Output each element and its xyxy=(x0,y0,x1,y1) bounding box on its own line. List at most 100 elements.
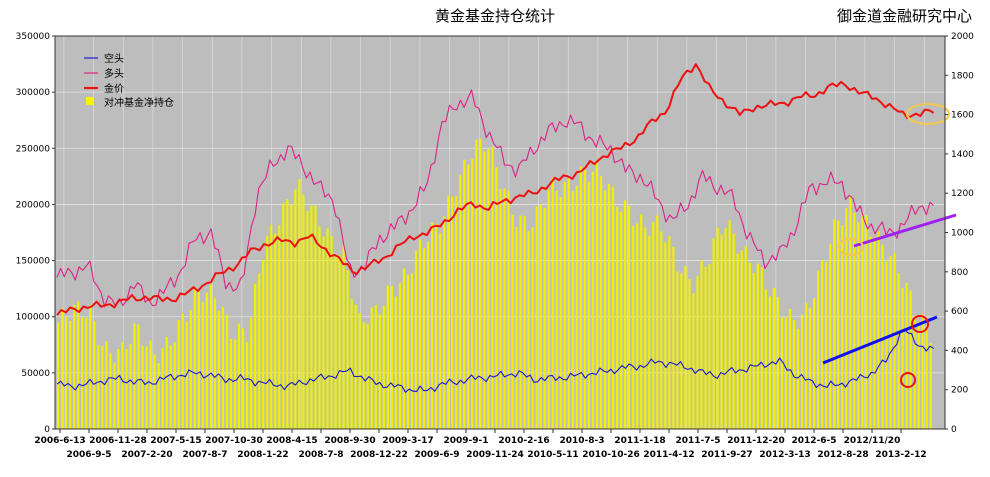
net-position-bar xyxy=(628,206,631,429)
short-position-marker-upper xyxy=(911,315,929,333)
net-position-bar xyxy=(652,222,655,429)
net-position-bar xyxy=(378,314,381,429)
legend-label-net-position: 对冲基金净持仓 xyxy=(104,96,174,109)
long-position-line xyxy=(56,89,934,308)
net-position-bar xyxy=(732,233,735,429)
x-tick-label: 2010-5-11 xyxy=(527,450,578,460)
net-position-bar xyxy=(201,302,204,429)
net-position-bar xyxy=(579,166,582,429)
net-position-bar xyxy=(266,235,269,429)
y-left-tick-label: 300000 xyxy=(16,88,51,98)
net-position-bar xyxy=(471,158,474,429)
net-position-bar xyxy=(77,301,80,429)
net-position-bar xyxy=(591,171,595,429)
net-position-bar xyxy=(109,353,112,429)
net-position-bar xyxy=(660,231,663,429)
net-position-bar xyxy=(720,234,723,429)
net-position-bar xyxy=(451,196,454,429)
short-position-line xyxy=(56,328,934,393)
net-position-bar xyxy=(567,178,570,429)
net-position-bar xyxy=(833,219,836,429)
net-position-bar xyxy=(611,187,615,429)
net-position-bar xyxy=(619,211,623,429)
net-position-bar xyxy=(688,279,691,429)
net-position-bar xyxy=(756,263,759,429)
net-position-bar xyxy=(555,190,558,429)
net-position-bar xyxy=(539,204,542,429)
net-position-bar xyxy=(877,231,880,429)
net-position-bar xyxy=(177,320,180,429)
net-position-bar xyxy=(881,244,884,429)
net-position-bar xyxy=(414,250,418,429)
net-position-bar xyxy=(85,317,88,429)
net-position-bar xyxy=(768,296,771,429)
short-position-marker-lower xyxy=(900,372,916,388)
net-position-bar xyxy=(913,315,916,429)
net-position-bar xyxy=(250,317,253,429)
chart-title: 黄金基金持仓统计 xyxy=(435,7,555,25)
net-position-bar xyxy=(382,305,385,429)
y-right-tick-label: 1000 xyxy=(951,229,974,239)
net-position-bar xyxy=(527,231,530,429)
net-position-bar xyxy=(547,189,550,429)
net-position-bar xyxy=(845,208,848,429)
net-position-bar xyxy=(495,167,498,429)
x-tick-label: 2008-7-8 xyxy=(298,450,343,460)
net-position-bar xyxy=(696,275,699,429)
y-left-tick-label: 350000 xyxy=(16,32,51,42)
net-position-bar xyxy=(804,303,808,429)
net-position-bar xyxy=(463,159,466,430)
net-position-bar xyxy=(599,176,603,429)
net-position-bar xyxy=(422,248,426,429)
net-position-bar xyxy=(788,308,792,429)
net-position-bar xyxy=(209,284,213,429)
net-position-bar xyxy=(583,169,587,430)
x-tick-label: 2012-8-28 xyxy=(817,450,868,460)
net-position-bar xyxy=(792,319,796,429)
net-position-bar xyxy=(603,190,607,429)
net-position-bar xyxy=(189,309,192,429)
net-position-bar xyxy=(334,256,337,429)
net-position-bar xyxy=(700,260,703,429)
net-position-bar xyxy=(475,139,478,429)
net-position-bar xyxy=(796,328,800,429)
net-position-bar xyxy=(668,236,671,429)
net-position-bar xyxy=(447,195,450,429)
net-position-bar xyxy=(499,189,502,429)
net-position-bar xyxy=(575,185,578,429)
gold-price-marker xyxy=(906,103,950,125)
net-position-bar xyxy=(491,146,494,429)
net-position-bar xyxy=(764,289,767,429)
net-position-bar xyxy=(563,181,566,429)
net-position-bar xyxy=(181,313,184,429)
net-position-bar xyxy=(736,253,739,429)
net-position-bar xyxy=(294,189,297,429)
net-position-bar xyxy=(559,196,562,429)
net-position-bar xyxy=(776,297,780,429)
net-position-bar xyxy=(97,344,100,429)
net-position-bar xyxy=(607,183,611,429)
net-position-bar xyxy=(901,288,904,429)
net-position-bar xyxy=(346,270,349,429)
y-right-tick-label: 1600 xyxy=(951,111,974,121)
x-tick-label: 2011-9-27 xyxy=(701,450,752,460)
net-position-bar xyxy=(684,265,687,429)
y-left-tick-label: 0 xyxy=(44,425,50,435)
net-position-bar xyxy=(929,343,932,429)
net-position-bar xyxy=(406,275,410,429)
net-position-bar xyxy=(664,242,667,429)
net-position-bar xyxy=(65,316,68,429)
net-position-bar xyxy=(644,227,647,429)
x-tick-label: 2009-9-1 xyxy=(443,436,488,446)
x-tick-label: 2006-11-28 xyxy=(89,436,147,446)
net-position-bar xyxy=(390,286,393,429)
y-right-tick-label: 2000 xyxy=(951,32,974,42)
gold-price-line xyxy=(56,63,935,316)
net-position-bar xyxy=(374,305,377,429)
net-position-bar xyxy=(748,262,751,429)
net-position-bar xyxy=(439,233,442,429)
net-position-bar xyxy=(676,271,679,429)
x-tick-label: 2010-8-3 xyxy=(559,436,604,446)
net-position-bar xyxy=(430,222,434,429)
